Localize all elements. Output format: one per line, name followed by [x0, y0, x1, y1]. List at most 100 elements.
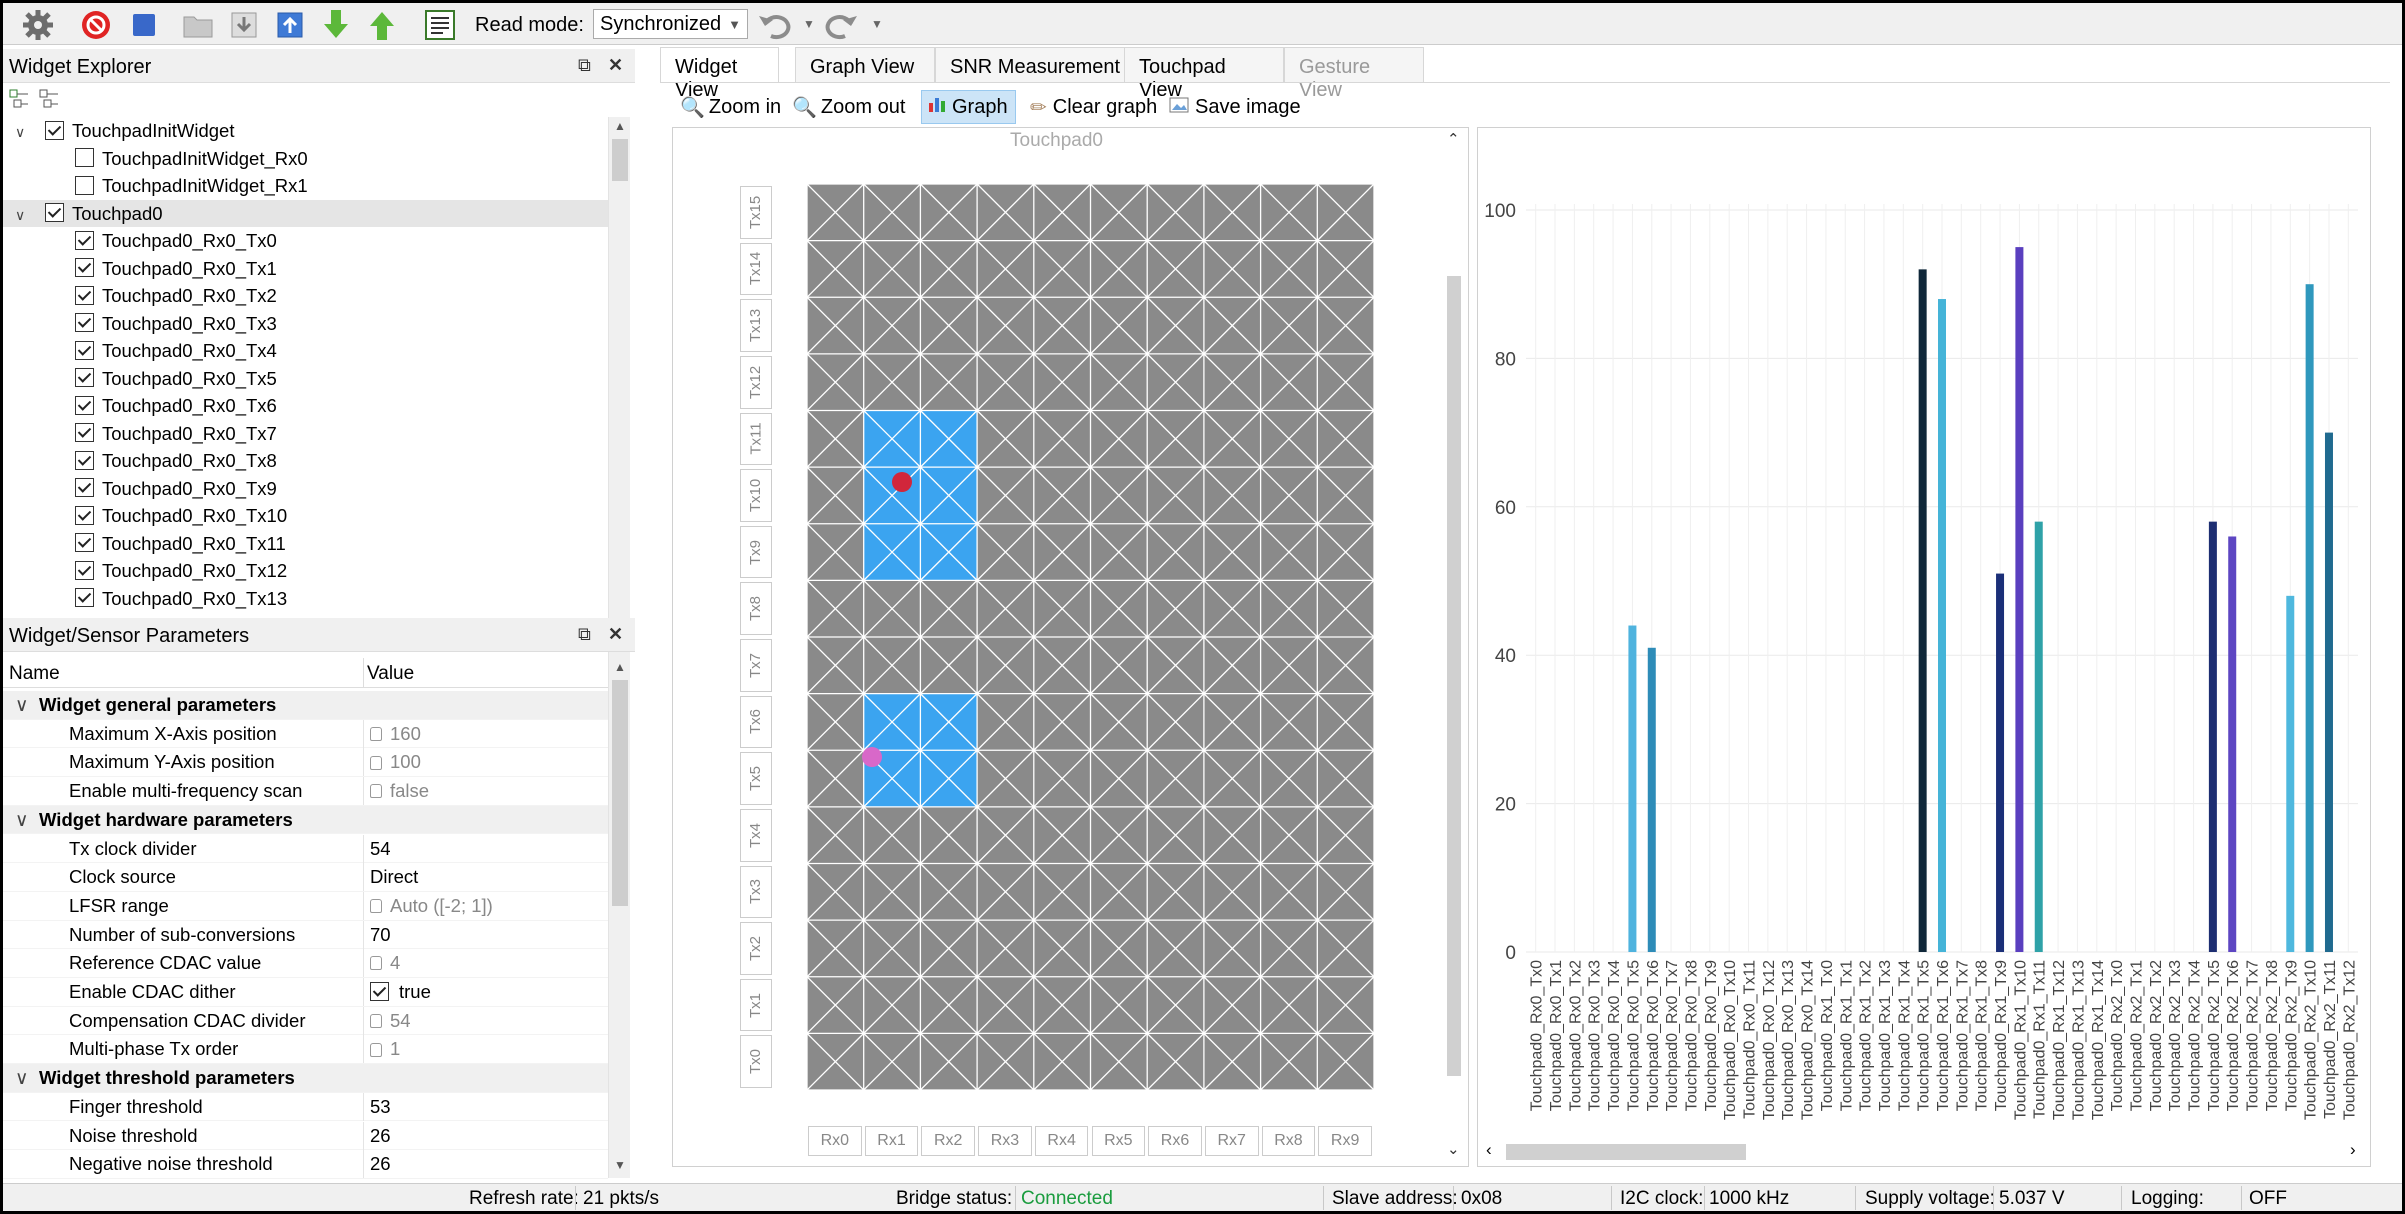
collapse-all-icon[interactable] [39, 89, 59, 109]
parameter-group[interactable]: ∨ Widget hardware parameters [3, 805, 608, 835]
bar[interactable] [1647, 647, 1656, 952]
parameter-value[interactable]: false [363, 777, 608, 806]
bar[interactable] [2286, 595, 2295, 952]
log-icon[interactable] [421, 7, 459, 43]
tree-checkbox[interactable] [75, 533, 94, 553]
tree-checkbox[interactable] [75, 395, 94, 415]
bar[interactable] [2305, 284, 2314, 952]
tree-scroll-thumb[interactable] [612, 139, 628, 181]
stop-icon[interactable] [125, 7, 163, 43]
tree-item[interactable]: ∨ Touchpad0 [3, 199, 608, 227]
scroll-up-icon[interactable]: ▲ [614, 660, 626, 674]
redo-icon[interactable] [823, 7, 861, 43]
tree-checkbox[interactable] [75, 505, 94, 525]
parameter-row[interactable]: Compensation CDAC divider 54 [3, 1006, 608, 1036]
tree-item[interactable]: Touchpad0_Rx0_Tx9 [3, 475, 608, 502]
graph-toggle-button[interactable]: Graph [921, 90, 1016, 124]
tree-checkbox[interactable] [75, 148, 94, 168]
scroll-right-icon[interactable]: › [2350, 1140, 2356, 1159]
bar[interactable] [1938, 299, 1946, 952]
tree-checkbox[interactable] [45, 203, 64, 223]
parameter-group[interactable]: ∨ Widget general parameters [3, 691, 608, 720]
tree-checkbox[interactable] [75, 588, 94, 608]
parameter-value[interactable]: Auto ([-2; 1]) [363, 891, 608, 920]
bar[interactable] [2208, 521, 2217, 952]
tab-widget-view[interactable]: Widget View [660, 47, 779, 101]
read-mode-select[interactable]: Synchronized ▼ [593, 9, 748, 39]
parameter-row[interactable]: Enable CDAC dither true [3, 978, 608, 1007]
tree-item[interactable]: Touchpad0_Rx0_Tx6 [3, 392, 608, 419]
tree-item[interactable]: Touchpad0_Rx0_Tx8 [3, 447, 608, 474]
tree-item[interactable]: TouchpadInitWidget_Rx1 [3, 172, 608, 199]
touchpad-scroll-thumb[interactable] [1447, 276, 1461, 1076]
tab-snr-measurement[interactable]: SNR Measurement [935, 47, 1140, 83]
tree-item[interactable]: Touchpad0_Rx0_Tx2 [3, 282, 608, 309]
name-column-header[interactable]: Name [9, 663, 60, 684]
graph-hscrollbar[interactable]: ‹ › [1478, 1138, 2370, 1164]
float-panel-icon[interactable]: ⧉ [578, 624, 591, 644]
disconnect-icon[interactable] [77, 7, 115, 43]
parameter-row[interactable]: Reference CDAC value 4 [3, 949, 608, 978]
parameter-row[interactable]: Clock source Direct [3, 863, 608, 892]
parameter-value[interactable]: Direct [363, 863, 608, 892]
scroll-down-icon[interactable]: ⌄ [1447, 1141, 1460, 1158]
scroll-up-icon[interactable]: ▲ [614, 119, 626, 133]
tree-checkbox[interactable] [75, 258, 94, 278]
bar[interactable] [1918, 269, 1927, 952]
parameter-row[interactable]: Enable multi-frequency scan false [3, 777, 608, 806]
close-panel-icon[interactable]: ✕ [608, 624, 624, 644]
parameter-row[interactable]: Finger threshold 53 [3, 1092, 608, 1122]
save-image-button[interactable]: Save image [1163, 90, 1307, 124]
group-expand-icon[interactable]: ∨ [15, 1067, 29, 1089]
read-icon[interactable] [317, 7, 355, 43]
open-folder-icon[interactable] [179, 7, 217, 43]
tree-item[interactable]: Touchpad0_Rx0_Tx10 [3, 502, 608, 529]
touchpad-scrollbar[interactable]: ⌃ ⌄ [1440, 128, 1468, 1166]
scroll-up-icon[interactable]: ⌃ [1447, 131, 1460, 148]
parameter-row[interactable]: Maximum X-Axis position 160 [3, 719, 608, 749]
bar[interactable] [1628, 625, 1637, 952]
parameter-value[interactable]: 160 [363, 719, 608, 748]
group-expand-icon[interactable]: ∨ [15, 808, 29, 830]
tree-item[interactable]: Touchpad0_Rx0_Tx12 [3, 557, 608, 584]
parameter-row[interactable]: Negative noise threshold 26 [3, 1150, 608, 1179]
zoom-out-button[interactable]: 🔍 Zoom out [786, 90, 911, 124]
parameter-value[interactable]: 54 [363, 1006, 608, 1035]
tree-item[interactable]: Touchpad0_Rx0_Tx3 [3, 310, 608, 337]
tree-checkbox[interactable] [75, 175, 94, 195]
write-icon[interactable] [363, 7, 401, 43]
touchpad-grid[interactable] [807, 184, 1374, 1090]
parameter-value[interactable]: true [363, 978, 608, 1006]
parameter-row[interactable]: Maximum Y-Axis position 100 [3, 748, 608, 778]
bar[interactable] [2228, 536, 2237, 952]
parameter-row[interactable]: LFSR range Auto ([-2; 1]) [3, 891, 608, 921]
undo-dropdown-icon[interactable]: ▼ [803, 17, 815, 31]
bar[interactable] [2324, 432, 2333, 953]
bar[interactable] [1996, 573, 2005, 952]
tree-item[interactable]: Touchpad0_Rx0_Tx4 [3, 337, 608, 364]
undo-icon[interactable] [755, 7, 793, 43]
parameter-value[interactable]: 1 [363, 1035, 608, 1064]
parameter-value[interactable]: 26 [363, 1150, 608, 1179]
redo-dropdown-icon[interactable]: ▼ [871, 17, 883, 31]
tab-touchpad-view[interactable]: Touchpad View [1124, 47, 1284, 101]
value-column-header[interactable]: Value [363, 658, 417, 688]
tree-checkbox[interactable] [75, 560, 94, 580]
download-icon[interactable] [225, 7, 263, 43]
group-expand-icon[interactable]: ∨ [15, 694, 29, 715]
expand-all-icon[interactable] [9, 89, 29, 109]
tree-item[interactable]: Touchpad0_Rx0_Tx11 [3, 530, 608, 557]
parameter-row[interactable]: Multi-phase Tx order 1 [3, 1035, 608, 1065]
parameter-row[interactable]: Tx clock divider 54 [3, 834, 608, 864]
settings-gear-icon[interactable] [19, 7, 57, 43]
parameter-row[interactable]: Noise threshold 26 [3, 1121, 608, 1151]
tab-gesture-view[interactable]: Gesture View [1284, 47, 1424, 101]
tree-checkbox[interactable] [45, 120, 64, 140]
tree-checkbox[interactable] [75, 450, 94, 470]
tree-item[interactable]: Touchpad0_Rx0_Tx5 [3, 365, 608, 392]
tree-checkbox[interactable] [75, 313, 94, 333]
graph-scroll-thumb[interactable] [1506, 1144, 1746, 1160]
tree-item[interactable]: Touchpad0_Rx0_Tx7 [3, 420, 608, 447]
parameter-value[interactable]: 100 [363, 748, 608, 777]
parameter-value[interactable]: 70 [363, 920, 608, 949]
